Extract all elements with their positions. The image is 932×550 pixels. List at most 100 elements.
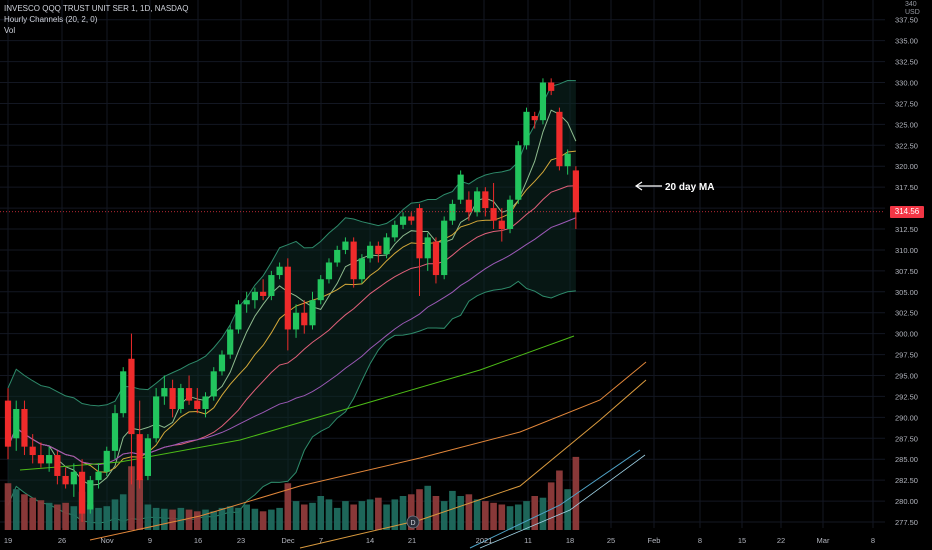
time-tick-label: 21 [408, 536, 416, 545]
volume-bars [4, 456, 580, 530]
volume-bar [87, 504, 94, 530]
volume-bar [29, 497, 36, 530]
price-axis[interactable]: 337.50 335.00 332.50 330.00 327.50 325.00 322.… [895, 16, 918, 527]
candle-body [202, 396, 209, 409]
time-tick-label: 8 [871, 536, 875, 545]
candle-body [95, 471, 102, 481]
candle-body [70, 471, 77, 485]
price-tick-label: 290.00 [895, 413, 918, 422]
volume-bar [177, 507, 185, 530]
ma-50-line [19, 335, 575, 471]
candle-body [375, 245, 382, 255]
candle-body [506, 199, 514, 230]
dividend-marker[interactable]: D [406, 515, 420, 529]
candle-body [539, 82, 547, 121]
volume-bar [45, 502, 53, 530]
candle-body [4, 400, 12, 447]
volume-label[interactable]: Vol [4, 26, 16, 35]
indicator-label[interactable]: Hourly Channels (20, 2, 0) [4, 15, 98, 24]
time-tick-label: 18 [566, 536, 574, 545]
currency-top-value: 340 [905, 1, 917, 8]
price-tick-label: 310.00 [895, 246, 918, 255]
time-tick-label: 7 [319, 536, 323, 545]
price-tick-label: 335.00 [895, 37, 918, 46]
candle-body [29, 446, 36, 456]
volume-bar [169, 509, 176, 530]
candle-body [260, 291, 267, 296]
candle-body [292, 312, 300, 330]
price-tick-label: 312.50 [895, 225, 918, 234]
ma-5-line [7, 109, 577, 486]
time-tick-label: 19 [4, 536, 12, 545]
time-tick-label: 16 [194, 536, 202, 545]
time-tick-label: 25 [607, 536, 615, 545]
time-tick-label: Feb [648, 536, 661, 545]
candle-body [54, 455, 61, 476]
candle-body [21, 408, 28, 447]
price-tick-label: 292.50 [895, 392, 918, 401]
price-tick-label: 320.00 [895, 162, 918, 171]
candle-body [62, 475, 69, 485]
channel-fill [8, 80, 576, 524]
candle-body [301, 312, 308, 326]
volume-bar [309, 502, 316, 530]
volume-bar [531, 496, 539, 530]
trend-line-light [479, 454, 646, 549]
candle-body [457, 174, 464, 200]
candle-body [194, 400, 201, 409]
price-tick-label: 302.50 [895, 309, 918, 318]
volume-bar [342, 501, 349, 530]
candle-body [153, 396, 160, 439]
price-tick-label: 337.50 [895, 16, 918, 25]
volume-bar [128, 466, 135, 530]
candle-body [408, 216, 415, 221]
symbol-title[interactable]: INVESCO QQQ TRUST UNIT SER 1, 1D, NASDAQ [4, 4, 189, 13]
volume-bar [416, 489, 423, 530]
candle-body [482, 191, 489, 209]
volume-bar [556, 470, 563, 530]
time-tick-label: 9 [148, 536, 152, 545]
candle-body [490, 208, 497, 221]
candle-body [103, 450, 110, 472]
volume-bar [95, 507, 102, 530]
candle-body [87, 480, 94, 510]
volume-bar [218, 507, 226, 530]
price-tick-label: 322.50 [895, 141, 918, 150]
volume-bar [62, 502, 69, 530]
volume-bar [251, 508, 259, 530]
time-tick-label: Dec [281, 536, 295, 545]
time-axis[interactable]: 19 26 Nov 9 16 23 Dec 7 14 21 2021 11 18 25 Feb 8 15 22 Ma… [4, 536, 875, 545]
volume-bar [498, 504, 506, 530]
volume-bar [383, 504, 390, 530]
price-tick-label: 330.00 [895, 79, 918, 88]
volume-bar [161, 508, 168, 530]
ma-100-line [89, 361, 647, 541]
volume-bar [37, 500, 45, 530]
candle-body [169, 388, 176, 409]
currency-label: 340 USD [905, 1, 920, 17]
candle-body [465, 199, 472, 213]
volume-bar [424, 485, 432, 530]
volume-bar [284, 483, 292, 530]
volume-bar [564, 489, 571, 530]
volume-bar [243, 504, 250, 530]
trend-line-blue [469, 449, 641, 549]
volume-bar [70, 506, 78, 530]
price-tick-label: 297.50 [895, 351, 918, 360]
last-price-badge: 314.56 [890, 205, 924, 218]
volume-bar [152, 507, 160, 530]
candle-body [523, 111, 530, 146]
volume-bar [300, 504, 308, 530]
candle-body [251, 291, 258, 301]
time-tick-label: 8 [698, 536, 702, 545]
candle-body [358, 258, 365, 280]
candle-body [424, 237, 431, 259]
volume-bar [457, 496, 464, 530]
candle-body [46, 455, 53, 464]
time-tick-label: 2021 [476, 536, 493, 545]
currency-unit: USD [905, 9, 920, 16]
volume-bar [317, 496, 325, 530]
candle-body [572, 170, 579, 213]
time-tick-label: 14 [366, 536, 374, 545]
